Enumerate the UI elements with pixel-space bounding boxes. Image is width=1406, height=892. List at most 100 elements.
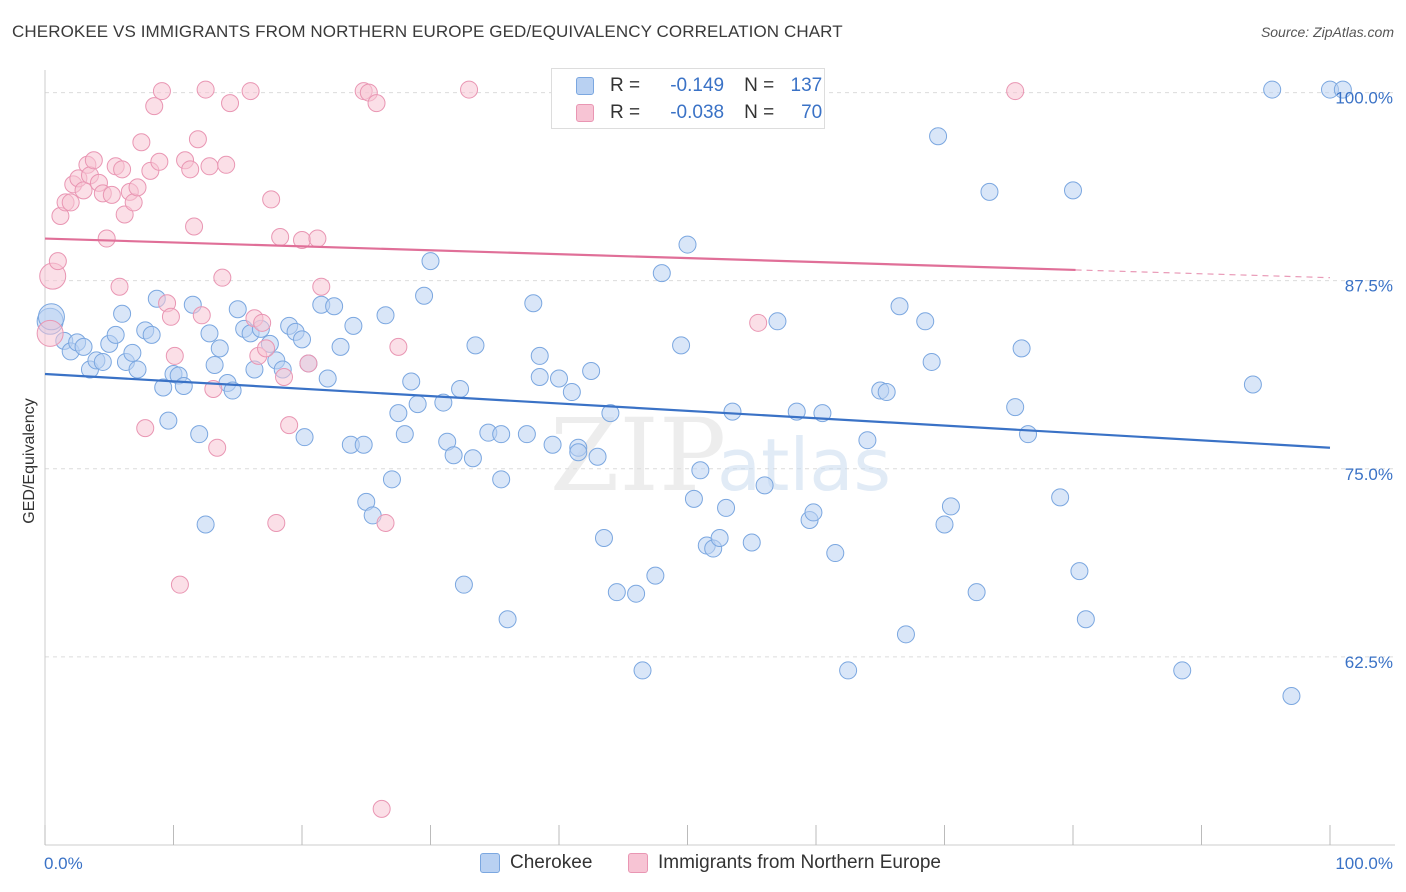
y-axis-label: GED/Equivalency	[21, 398, 38, 523]
trend-line	[44, 372, 1331, 449]
data-point	[223, 381, 242, 400]
data-point	[601, 404, 620, 423]
r-label: R =	[610, 75, 641, 96]
data-point	[217, 155, 236, 174]
data-point	[128, 178, 147, 197]
data-point	[717, 498, 736, 517]
data-point	[498, 610, 517, 629]
n-label: N =	[744, 75, 775, 96]
data-point	[460, 80, 479, 99]
data-point	[980, 182, 999, 201]
data-point	[627, 584, 646, 603]
data-point	[858, 431, 877, 450]
legend-item-cherokee[interactable]: Cherokee	[480, 852, 592, 874]
data-point	[221, 94, 240, 113]
tick-labels: 62.5% 75.0% 87.5% 100.0% 0.0% 100.0%	[44, 89, 1393, 873]
data-point	[210, 339, 229, 358]
data-point	[293, 330, 311, 349]
data-point	[594, 529, 613, 548]
data-point	[106, 325, 125, 344]
data-point	[372, 799, 391, 818]
data-point	[253, 313, 272, 332]
y-tick-label: 62.5%	[1345, 653, 1393, 672]
data-point	[367, 94, 386, 113]
data-point	[935, 515, 954, 534]
data-point	[188, 130, 207, 149]
data-point	[110, 277, 129, 296]
legend-swatch-cherokee	[480, 853, 500, 873]
data-point	[159, 411, 178, 430]
data-point	[463, 449, 482, 468]
data-point	[132, 133, 151, 152]
data-point	[1006, 398, 1025, 417]
data-point	[826, 544, 845, 563]
data-point	[421, 252, 440, 271]
data-point	[128, 360, 147, 379]
data-point	[1019, 425, 1038, 444]
data-point	[916, 312, 935, 331]
data-point	[308, 229, 327, 248]
data-point	[530, 367, 549, 386]
data-point	[325, 297, 344, 316]
data-point	[1282, 687, 1301, 706]
data-point	[1006, 82, 1025, 101]
legend-label-northern-europe: Immigrants from Northern Europe	[658, 852, 941, 873]
stats-legend-row-northern-europe: R = -0.038 N = 70	[576, 100, 822, 126]
data-point	[633, 661, 652, 680]
data-point	[123, 343, 142, 362]
data-point	[376, 513, 395, 532]
trend-lines	[44, 237, 1331, 449]
data-point	[524, 294, 543, 313]
data-point	[408, 395, 427, 414]
data-point	[710, 529, 729, 548]
data-point	[150, 152, 169, 171]
data-point	[804, 503, 823, 522]
data-point	[262, 190, 281, 209]
n-value: 137	[790, 75, 823, 96]
data-point	[36, 319, 64, 347]
data-point	[1243, 375, 1262, 394]
chart-title: CHEROKEE VS IMMIGRANTS FROM NORTHERN EUR…	[12, 22, 843, 41]
data-point	[113, 304, 132, 323]
data-point	[678, 235, 697, 254]
data-point	[142, 325, 161, 344]
y-tick-label: 75.0%	[1345, 465, 1393, 484]
data-point	[257, 339, 276, 358]
data-point	[550, 369, 568, 388]
data-point	[354, 435, 373, 454]
data-point	[102, 185, 121, 204]
data-point	[742, 533, 761, 552]
n-label: N =	[744, 102, 775, 123]
data-point	[1173, 661, 1192, 680]
data-point	[344, 316, 363, 335]
data-point	[672, 336, 691, 355]
data-point	[1263, 80, 1282, 99]
data-point	[1064, 181, 1082, 200]
legend-item-northern-europe[interactable]: Immigrants from Northern Europe	[628, 852, 941, 874]
source-credit: Source: ZipAtlas.com	[1260, 24, 1394, 40]
data-point	[723, 402, 742, 421]
data-point	[382, 470, 401, 489]
data-point	[275, 367, 294, 386]
data-point	[395, 425, 414, 444]
data-point	[174, 377, 193, 396]
data-point	[389, 404, 408, 423]
data-point	[896, 625, 915, 644]
y-tick-label: 87.5%	[1345, 277, 1393, 296]
data-point	[192, 306, 211, 325]
data-point	[152, 82, 171, 101]
data-point	[454, 575, 473, 594]
data-point	[190, 425, 209, 444]
data-point	[569, 443, 588, 462]
data-point	[84, 151, 103, 170]
legend-swatch-cherokee	[576, 77, 594, 95]
legend-label-cherokee: Cherokee	[510, 852, 593, 873]
data-point	[451, 380, 470, 399]
data-point	[607, 583, 626, 602]
n-value: 70	[801, 102, 823, 123]
series-cherokee-points	[36, 80, 1352, 706]
legend-swatch-northern-europe	[628, 853, 648, 873]
x-tick-label: 100.0%	[1335, 854, 1393, 873]
data-point	[48, 252, 67, 271]
